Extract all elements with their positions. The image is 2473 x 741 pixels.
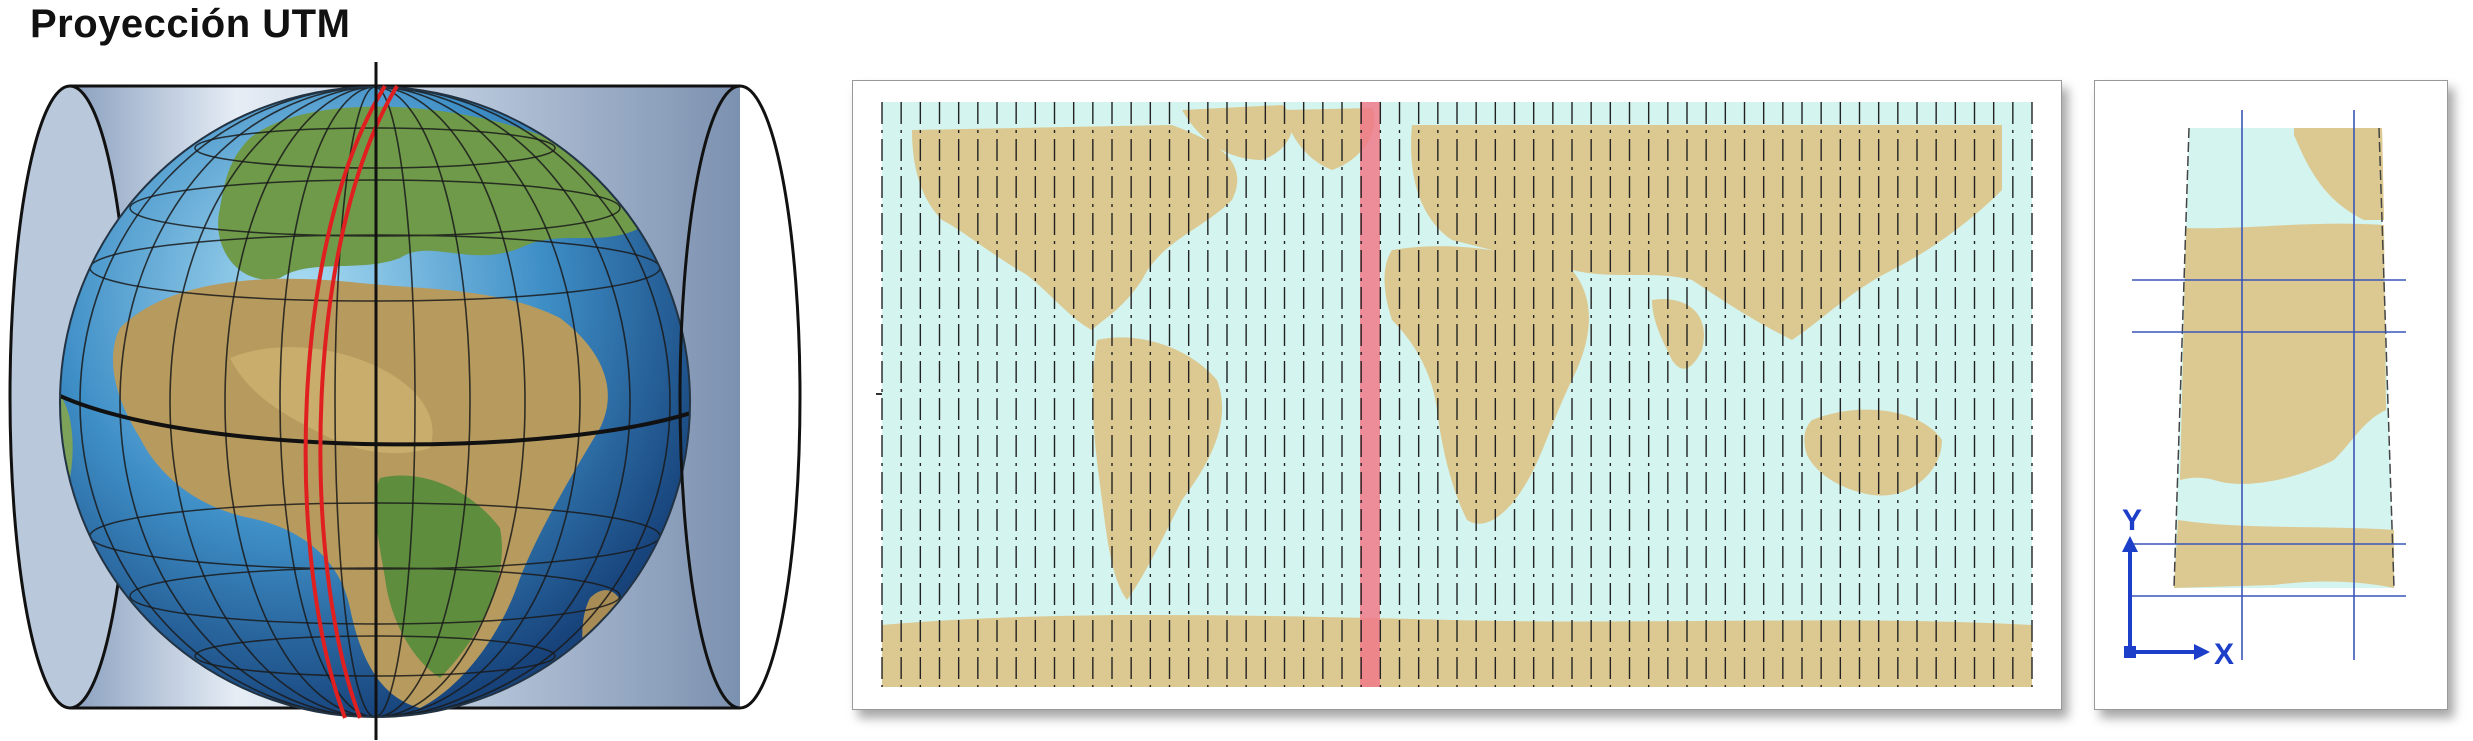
page-title: Proyección UTM (30, 2, 351, 46)
x-axis-label: X (2214, 638, 2234, 671)
globe-cylinder-illustration (0, 58, 830, 741)
grid-lines (2132, 110, 2406, 660)
utm-zone-meridian-west (303, 84, 387, 719)
highlighted-utm-zone (1360, 102, 1380, 687)
zone-strip (2173, 127, 2395, 589)
cylinder-right-end (678, 84, 802, 710)
equator-line (60, 394, 690, 447)
coordinate-axes: Y X (2122, 504, 2234, 671)
utm-world-map (852, 80, 2062, 710)
utm-zone-meridian-east (318, 84, 399, 719)
utm-zone-boundaries (881, 102, 2033, 687)
utm-zone-detail: Y X (2094, 80, 2448, 710)
y-axis-label: Y (2122, 504, 2142, 537)
